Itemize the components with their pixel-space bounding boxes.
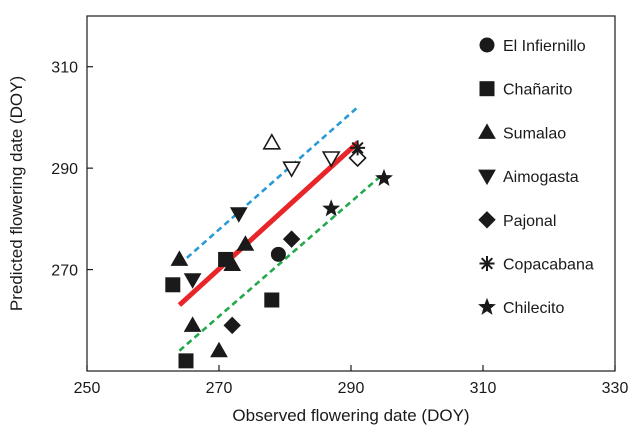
axis-ticks: 250 270 290 310 330 270 290 310 [51, 60, 628, 397]
x-tick-label: 250 [74, 380, 101, 397]
legend-label: El Infiernillo [503, 38, 586, 55]
y-tick-label: 270 [51, 263, 78, 280]
plot-frame [86, 15, 616, 372]
data-point-triangle-up [262, 133, 282, 150]
data-point-triangle-up [170, 250, 189, 266]
legend-marker-circle [479, 37, 495, 53]
data-point-triangle-up [183, 316, 202, 332]
legend-label: Aimogasta [503, 169, 579, 186]
fit-lines [177, 106, 385, 352]
legend-label: Chilecito [503, 300, 564, 317]
data-point-square [264, 292, 280, 308]
x-tick-label: 330 [602, 380, 629, 397]
data-point-star [322, 199, 341, 217]
data-points [165, 133, 393, 369]
legend-marker-triangle-down [478, 169, 496, 186]
data-point-square [178, 353, 194, 369]
legend-label: Copacabana [503, 257, 594, 274]
legend-marker-star [478, 297, 496, 315]
data-point-diamond [223, 316, 241, 335]
data-point-triangle-down [183, 273, 202, 289]
fit-line-2 [178, 172, 385, 352]
y-tick-label: 310 [51, 60, 78, 77]
data-point-diamond [348, 148, 367, 168]
data-point-diamond [282, 230, 301, 248]
x-axis-title: Observed flowering date (DOY) [232, 406, 469, 425]
legend-label: Sumalao [503, 125, 566, 142]
legend: El Infiernillo Chañarito Sumalao Aimogasta P… [478, 37, 594, 317]
asterisk-stroke [351, 141, 364, 154]
data-point-triangle-up [236, 235, 255, 251]
data-point-triangle-up [223, 255, 242, 271]
data-point-triangle-down [321, 151, 341, 168]
x-tick-label: 270 [206, 380, 233, 397]
data-point-triangle-down [229, 207, 248, 223]
legend-marker-triangle-up [478, 123, 496, 139]
y-tick-label: 290 [51, 161, 78, 178]
fit-line-0 [177, 140, 360, 307]
data-point-triangle-down [282, 161, 301, 178]
legend-marker-square [479, 81, 495, 97]
legend-marker-asterisk [479, 256, 495, 271]
asterisk-stroke [480, 257, 494, 270]
x-tick-label: 310 [470, 380, 497, 397]
y-axis-title: Predicted flowering date (DOY) [7, 76, 26, 311]
legend-label: Chañarito [503, 82, 572, 99]
data-point-star [375, 168, 393, 186]
legend-marker-diamond [478, 211, 496, 229]
data-point-asterisk [350, 140, 366, 156]
data-point-circle [270, 246, 286, 262]
legend-label: Pajonal [503, 213, 556, 230]
x-tick-label: 290 [338, 380, 365, 397]
data-point-square [165, 277, 181, 293]
data-point-triangle-up [210, 341, 228, 358]
